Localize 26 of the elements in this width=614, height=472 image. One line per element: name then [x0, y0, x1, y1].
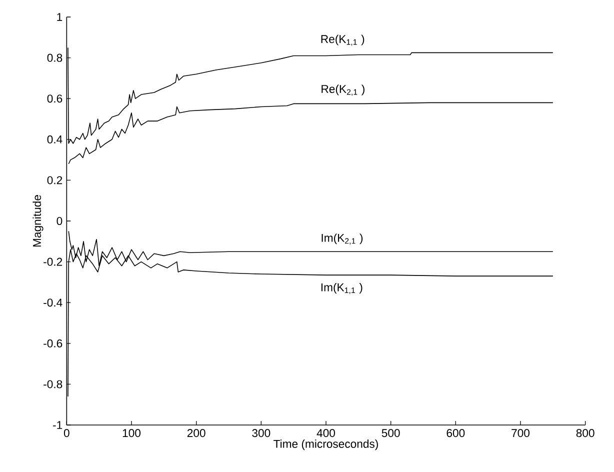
y-tick-label: -0.6 [44, 339, 62, 348]
x-tick-label: 0 [64, 429, 70, 438]
y-tick-label: 0 [56, 216, 62, 226]
y-tick-label: 0.4 [47, 135, 62, 144]
x-tick-label: 100 [122, 429, 141, 438]
y-tick-label: 0.6 [47, 94, 62, 103]
x-tick-label: 400 [316, 429, 335, 438]
y-tick-label: -0.2 [44, 258, 62, 266]
y-tick-label: 1 [57, 13, 62, 21]
x-axis-title: Time (microseconds) [274, 440, 378, 450]
y-tick-label: -1 [53, 421, 62, 429]
x-tick-label: 600 [446, 429, 465, 438]
x-tick-label: 700 [512, 429, 530, 438]
y-tick-label: 0.8 [47, 54, 62, 62]
x-tick-label: 500 [382, 429, 400, 438]
y-tick-label: -0.8 [44, 380, 62, 388]
x-tick-label: 800 [576, 429, 594, 438]
y-tick-label: -0.4 [44, 298, 62, 307]
x-tick-label: 300 [252, 429, 270, 438]
series-label: Im(K$_{1,1}$ ) [321, 283, 362, 294]
series-label: Re(K$_{1,1}$ ) [321, 34, 364, 46]
y-tick-label: 0.2 [47, 176, 62, 184]
series-label: Im(K$_{2,1}$ ) [322, 234, 363, 245]
series-label: Re(K$_{2,1}$ ) [322, 84, 364, 96]
y-axis-title: Magnitude [32, 195, 44, 247]
x-tick-label: 200 [187, 429, 206, 438]
